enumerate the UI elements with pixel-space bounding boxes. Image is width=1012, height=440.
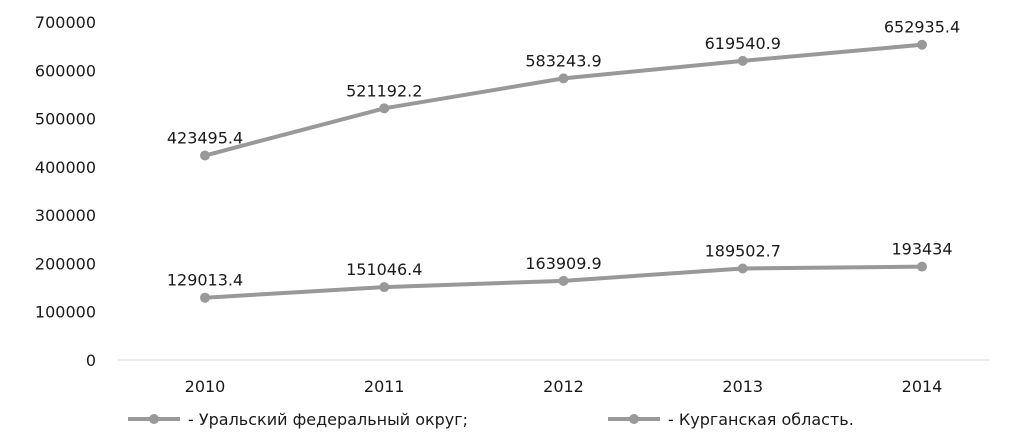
y-tick-label: 600000 [35, 61, 96, 80]
legend-marker-icon [629, 414, 639, 424]
y-tick-label: 0 [86, 351, 96, 370]
data-point [917, 39, 927, 50]
data-label: 163909.9 [525, 254, 601, 273]
y-tick-label: 200000 [35, 254, 96, 273]
legend-label: - Уральский федеральный округ; [188, 410, 468, 429]
data-point [737, 263, 748, 274]
data-label: 193434 [891, 240, 952, 259]
x-axis: 2010 2011 2012 2013 2014 [185, 377, 943, 396]
legend-label: - Курганская область. [668, 410, 854, 429]
y-axis: 0 100000 200000 300000 400000 500000 600000 700… [35, 13, 96, 370]
data-label: 583243.9 [525, 51, 601, 70]
x-tick-label: 2010 [185, 377, 226, 396]
x-tick-label: 2012 [543, 377, 584, 396]
y-tick-label: 100000 [35, 303, 96, 322]
data-label: 189502.7 [705, 241, 781, 260]
data-label: 652935.4 [884, 18, 960, 37]
legend-marker-icon [149, 414, 159, 424]
x-tick-label: 2014 [902, 377, 943, 396]
series-layer: 423495.4 521192.2 583243.9 619540.9 652935.4… [167, 18, 960, 303]
series-1: 423495.4 521192.2 583243.9 619540.9 652935.4 [167, 18, 960, 161]
data-label: 423495.4 [167, 129, 243, 148]
data-point [379, 103, 390, 114]
series-2: 129013.4 151046.4 163909.9 189502.7 193434 [167, 240, 953, 303]
data-label: 619540.9 [705, 34, 781, 53]
data-point [200, 292, 210, 303]
x-tick-label: 2011 [364, 377, 405, 396]
y-tick-label: 300000 [35, 206, 96, 225]
legend: - Уральский федеральный округ; - Курганск… [128, 410, 854, 429]
data-label: 129013.4 [167, 271, 243, 290]
legend-item: - Курганская область. [608, 410, 854, 429]
y-tick-label: 700000 [35, 13, 96, 32]
y-tick-label: 400000 [35, 158, 96, 177]
data-label: 151046.4 [346, 260, 422, 279]
data-point [558, 275, 569, 286]
legend-item: - Уральский федеральный округ; [128, 410, 468, 429]
y-tick-label: 500000 [35, 110, 96, 129]
data-point [379, 282, 390, 293]
data-point [917, 261, 927, 272]
data-point [737, 55, 748, 66]
data-point [558, 73, 569, 84]
x-tick-label: 2013 [722, 377, 763, 396]
data-label: 521192.2 [346, 81, 422, 100]
data-point [200, 150, 210, 161]
